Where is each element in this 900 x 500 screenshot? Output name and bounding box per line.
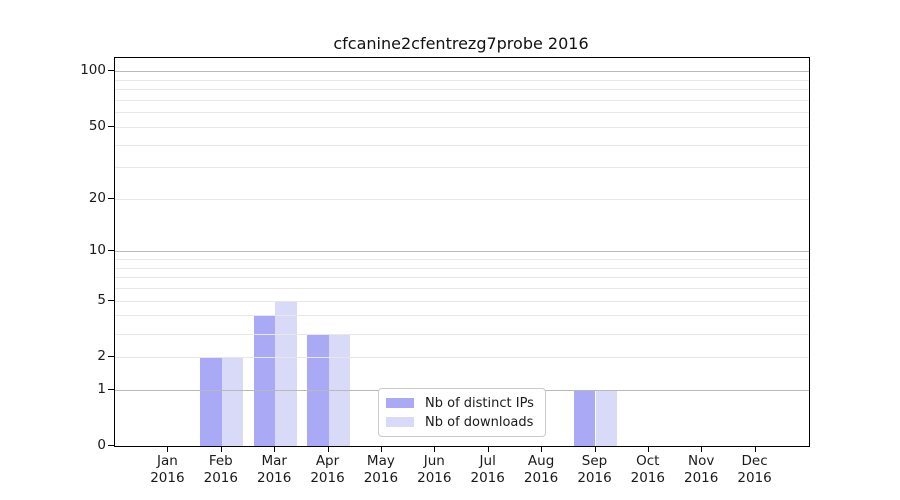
y-tick-label: 0 (97, 437, 106, 453)
gridline-minor (115, 89, 809, 91)
x-tick-label: Jun 2016 (417, 453, 452, 486)
y-tick-label: 1 (97, 380, 106, 397)
bar-downloads-apr (328, 333, 350, 446)
x-axis-tick (754, 447, 756, 452)
y-axis-tick (108, 388, 114, 390)
x-tick-label: Nov 2016 (684, 453, 719, 486)
x-axis-tick (434, 447, 436, 452)
gridline-minor (115, 259, 809, 261)
legend-swatch-downloads (386, 417, 414, 427)
chart-title: cfcanine2cfentrezg7probe 2016 (333, 34, 589, 53)
x-axis-tick (380, 447, 382, 452)
bar-downloads-feb (221, 356, 244, 446)
y-axis-tick (108, 299, 114, 301)
legend: Nb of distinct IPs Nb of downloads (378, 388, 546, 437)
bar-distinct-ips-mar (253, 315, 276, 446)
y-tick-label: 20 (88, 189, 106, 206)
x-axis-tick (701, 447, 703, 452)
y-tick-label: 10 (88, 242, 106, 259)
bar-downloads-mar (275, 300, 297, 446)
x-axis-tick (647, 447, 649, 452)
legend-swatch-distinct-ips (386, 398, 414, 408)
gridline-minor (115, 79, 809, 81)
gridline-minor (115, 112, 809, 114)
legend-entry-distinct-ips: Nb of distinct IPs (386, 396, 545, 411)
y-tick-label: 50 (88, 117, 106, 134)
gridline-decade (115, 251, 809, 253)
gridline-minor (115, 267, 809, 269)
y-axis-tick (108, 250, 114, 252)
x-tick-label: Apr 2016 (310, 453, 345, 486)
x-axis-tick (487, 447, 489, 452)
gridline-minor (115, 300, 809, 302)
x-axis-tick (220, 447, 222, 452)
y-axis-tick (108, 355, 114, 357)
bar-distinct-ips-sep (574, 389, 596, 446)
y-axis-tick (108, 445, 114, 446)
x-tick-label: Jul 2016 (470, 453, 505, 486)
y-axis-tick (108, 70, 114, 72)
y-tick-label: 100 (80, 62, 106, 79)
y-axis-tick (108, 125, 114, 127)
x-axis-tick (327, 447, 329, 452)
bar-downloads-sep (595, 389, 617, 446)
x-tick-label: Sep 2016 (577, 453, 612, 486)
gridline-minor (115, 198, 809, 200)
x-tick-label: Aug 2016 (523, 453, 559, 486)
gridline-decade (115, 71, 809, 73)
x-tick-label: Dec 2016 (737, 453, 772, 486)
x-tick-label: Oct 2016 (630, 453, 665, 486)
x-tick-label: May 2016 (363, 453, 399, 486)
bar-distinct-ips-apr (307, 333, 329, 446)
x-tick-label: Feb 2016 (203, 453, 238, 486)
gridline-minor (115, 144, 809, 146)
gridline-minor (115, 277, 809, 279)
gridline-minor (115, 288, 809, 289)
y-tick-label: 2 (97, 347, 106, 364)
x-axis-tick (594, 447, 596, 452)
x-axis-tick (167, 447, 169, 452)
x-axis-tick (274, 447, 276, 452)
bar-distinct-ips-feb (200, 356, 222, 446)
gridline-minor (115, 99, 809, 101)
legend-entry-downloads: Nb of downloads (386, 415, 545, 430)
gridline-minor (115, 315, 809, 317)
legend-label-downloads: Nb of downloads (425, 414, 534, 430)
y-tick-label: 5 (97, 291, 106, 308)
y-axis-tick (108, 197, 114, 199)
gridline-minor (115, 167, 809, 169)
legend-label-distinct-ips: Nb of distinct IPs (425, 395, 534, 411)
x-axis-tick (541, 447, 543, 452)
x-tick-label: Jan 2016 (150, 453, 185, 486)
x-tick-label: Mar 2016 (257, 453, 292, 486)
gridline-minor (115, 333, 809, 335)
gridline-minor (115, 126, 809, 128)
